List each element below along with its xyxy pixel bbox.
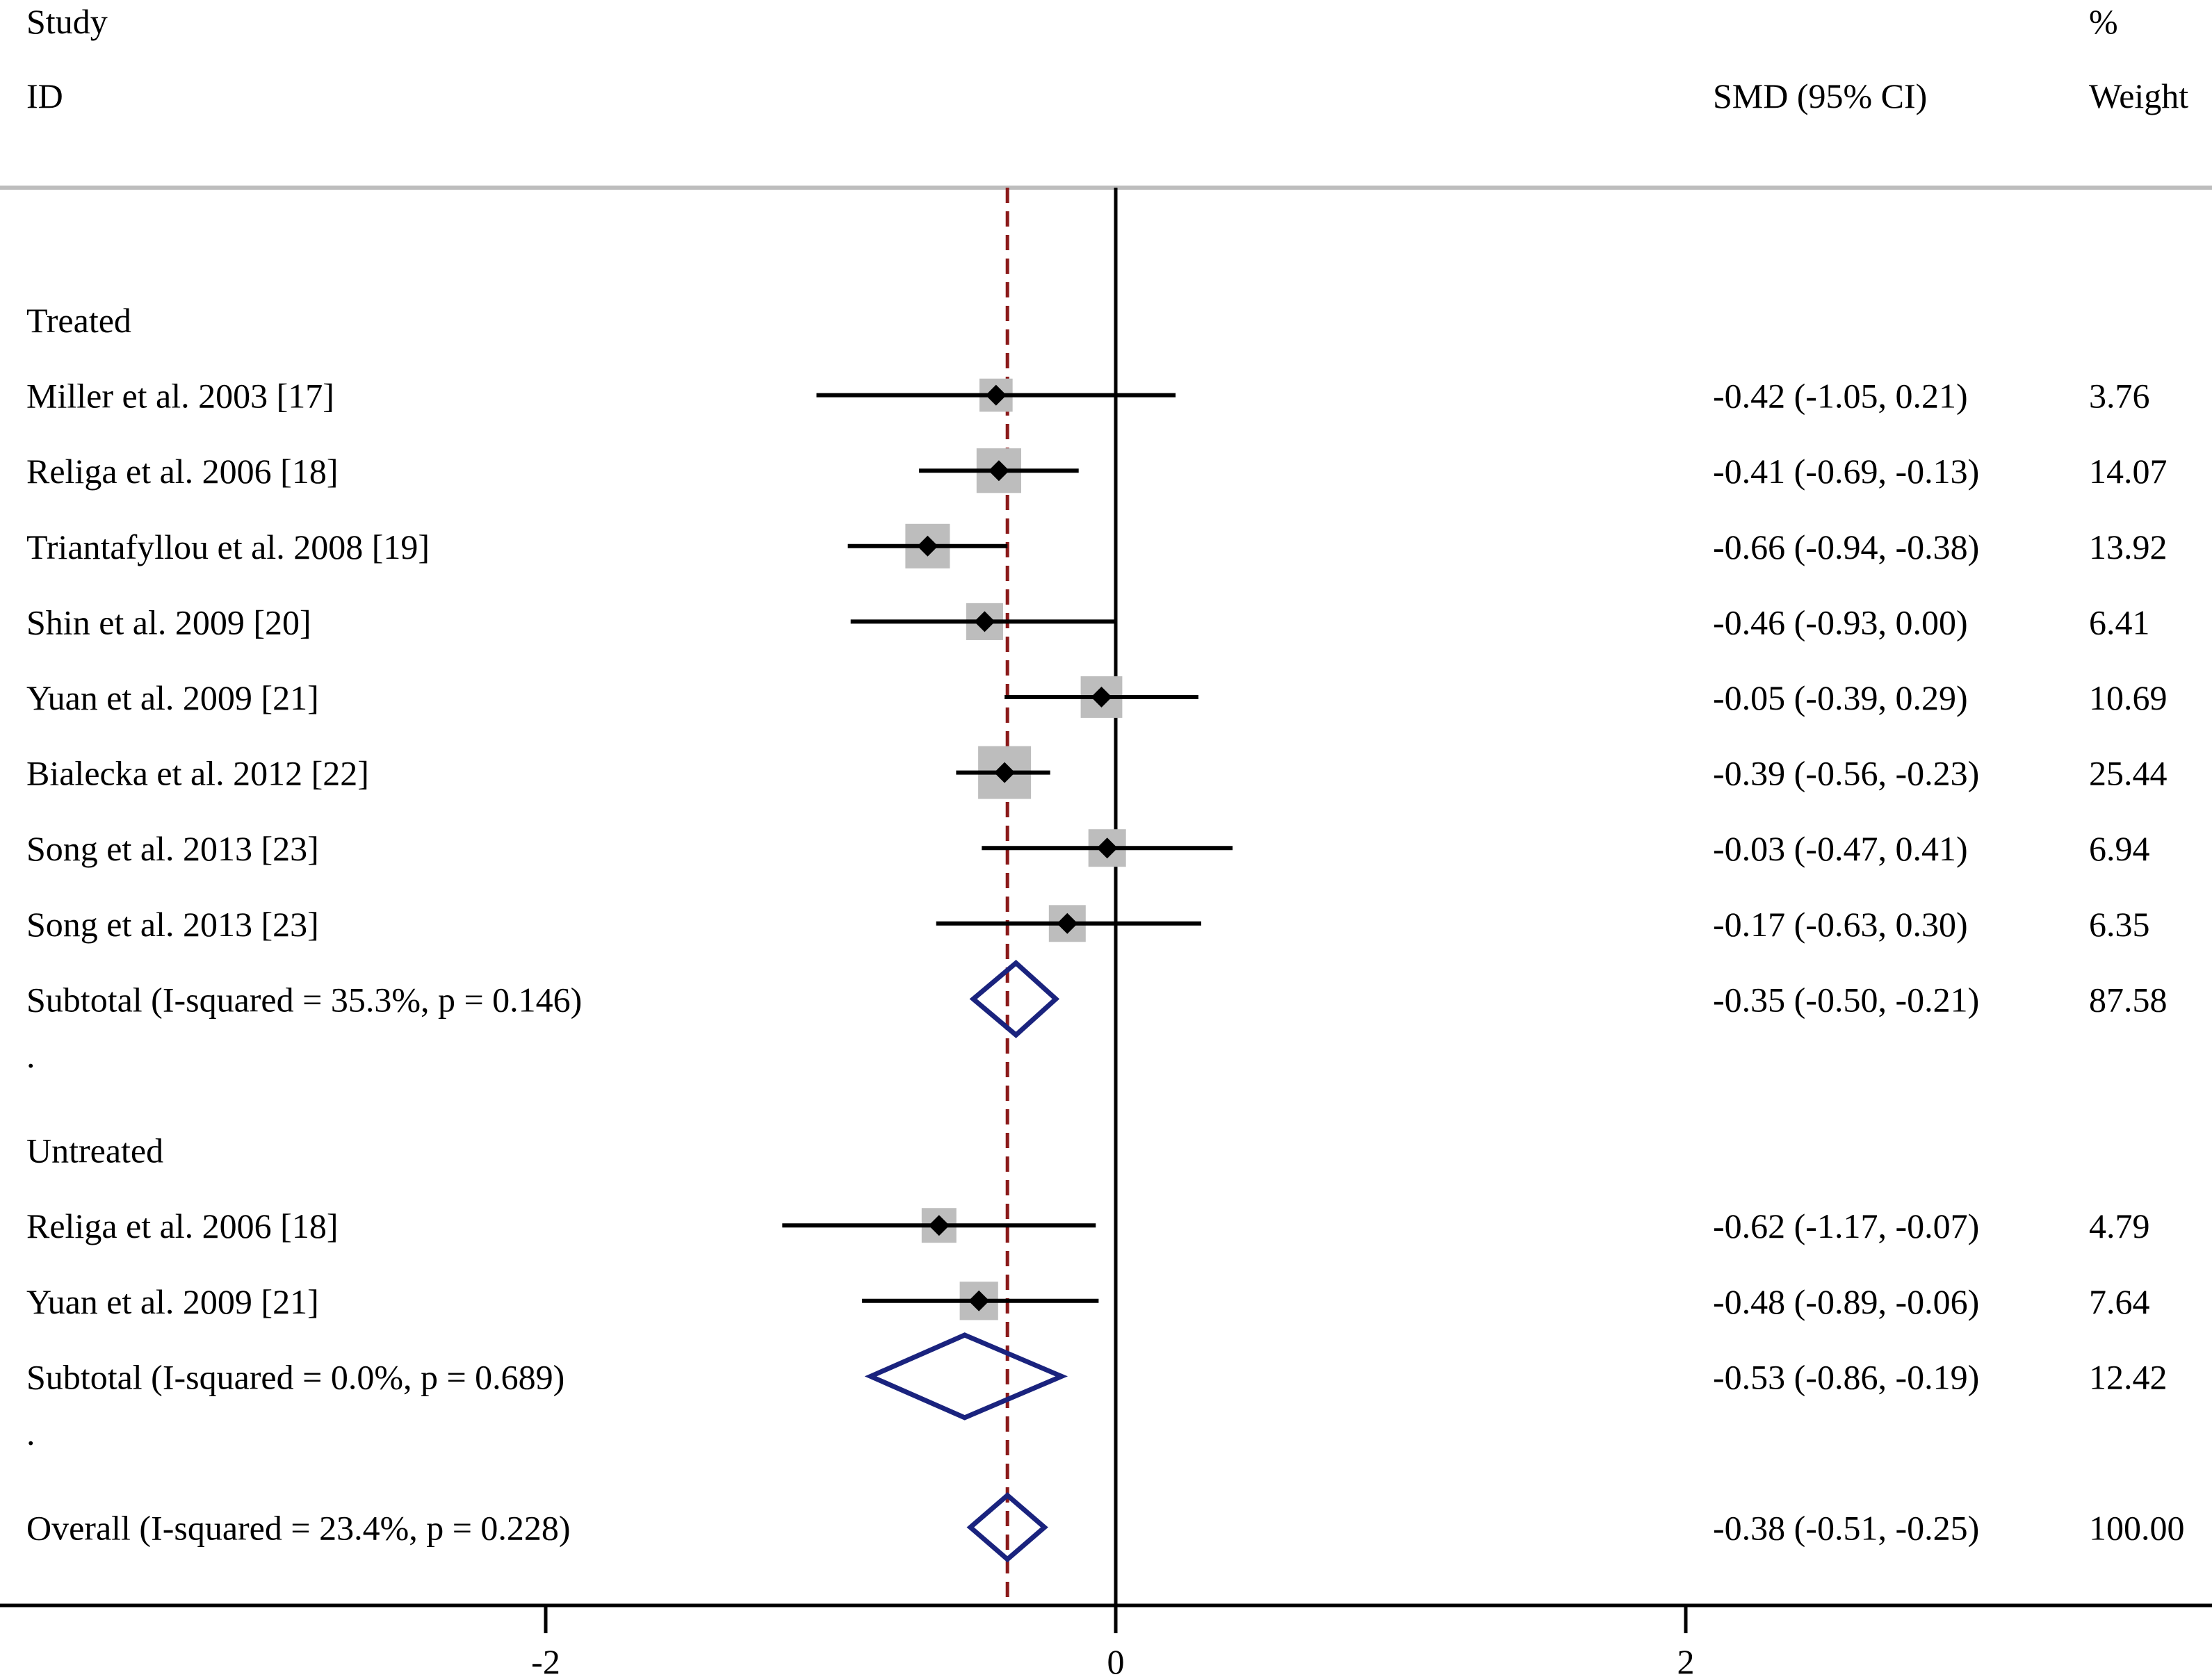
effect-ci-text: -0.17 (-0.63, 0.30) [1713, 905, 1968, 944]
row-label: Miller et al. 2003 [17] [26, 377, 334, 416]
row-label: Yuan et al. 2009 [21] [26, 1282, 319, 1321]
forest-row-study: Song et al. 2013 [23] -0.03 (-0.47, 0.41)… [26, 829, 2150, 868]
point-estimate [968, 1290, 990, 1311]
effect-ci-text: -0.53 (-0.86, -0.19) [1713, 1357, 1979, 1396]
plot-layer [1005, 188, 1118, 1605]
forest-row-study: Bialecka et al. 2012 [22] -0.39 (-0.56, -… [26, 746, 2168, 799]
forest-row-spacer: . [26, 1414, 35, 1453]
effect-ci-text: -0.05 (-0.39, 0.29) [1713, 678, 1968, 717]
weight-text: 13.92 [2089, 527, 2168, 566]
weight-text: 6.94 [2089, 829, 2150, 868]
header-effect: SMD (95% CI) [1713, 76, 1927, 115]
effect-ci-text: -0.62 (-1.17, -0.07) [1713, 1206, 1979, 1245]
point-estimate [988, 460, 1009, 482]
forest-row-subtotal: Subtotal (I-squared = 0.0%, p = 0.689) -0… [26, 1332, 2168, 1421]
weight-text: 25.44 [2089, 754, 2168, 793]
point-estimate [994, 762, 1016, 783]
row-label: Subtotal (I-squared = 0.0%, p = 0.689) [26, 1357, 564, 1396]
pooled-diamond [966, 1491, 1048, 1563]
forest-row-group: Treated [26, 301, 131, 340]
weight-text: 14.07 [2089, 452, 2168, 491]
weight-text: 10.69 [2089, 678, 2168, 717]
effect-ci-text: -0.39 (-0.56, -0.23) [1713, 754, 1979, 793]
header-weight: Weight [2089, 76, 2188, 115]
point-estimate [985, 384, 1007, 406]
header-id: ID [26, 76, 63, 115]
row-label: Song et al. 2013 [23] [26, 905, 319, 944]
effect-ci-text: -0.46 (-0.93, 0.00) [1713, 603, 1968, 641]
row-label: Untreated [26, 1131, 163, 1170]
row-label: Subtotal (I-squared = 35.3%, p = 0.146) [26, 980, 582, 1019]
header-weight-percent: % [2089, 2, 2118, 41]
pooled-diamond [969, 959, 1060, 1038]
forest-row-overall: Overall (I-squared = 23.4%, p = 0.228) -0… [26, 1491, 2185, 1563]
pooled-diamond [864, 1332, 1068, 1421]
weight-text: 87.58 [2089, 980, 2168, 1019]
forest-row-study: Triantafyllou et al. 2008 [19] -0.66 (-0.… [26, 523, 2168, 568]
forest-row-study: Yuan et al. 2009 [21] -0.05 (-0.39, 0.29)… [26, 676, 2168, 718]
forest-row-study: Miller et al. 2003 [17] -0.42 (-1.05, 0.2… [26, 377, 2150, 416]
weight-text: 7.64 [2089, 1282, 2150, 1321]
forest-row-study: Yuan et al. 2009 [21] -0.48 (-0.89, -0.06… [26, 1282, 2150, 1321]
header-study: Study [26, 2, 108, 41]
row-label: Shin et al. 2009 [20] [26, 603, 311, 641]
effect-ci-text: -0.35 (-0.50, -0.21) [1713, 980, 1979, 1019]
point-estimate [974, 611, 995, 632]
row-label: Religa et al. 2006 [18] [26, 1206, 339, 1245]
forest-row-group: Untreated [26, 1131, 163, 1170]
point-estimate [928, 1215, 950, 1236]
row-label: Bialecka et al. 2012 [22] [26, 754, 369, 793]
effect-ci-text: -0.38 (-0.51, -0.25) [1713, 1509, 1979, 1548]
forest-row-study: Religa et al. 2006 [18] -0.62 (-1.17, -0.… [26, 1206, 2150, 1245]
row-label: Yuan et al. 2009 [21] [26, 678, 319, 717]
effect-ci-text: -0.48 (-0.89, -0.06) [1713, 1282, 1979, 1321]
forest-row-study: Shin et al. 2009 [20] -0.46 (-0.93, 0.00)… [26, 603, 2150, 641]
x-axis: -2 0 2 [0, 1603, 2212, 1677]
point-estimate [917, 535, 938, 557]
row-label: Overall (I-squared = 23.4%, p = 0.228) [26, 1509, 571, 1548]
weight-text: 4.79 [2089, 1206, 2150, 1245]
row-label: Triantafyllou et al. 2008 [19] [26, 527, 430, 566]
row-label: Religa et al. 2006 [18] [26, 452, 339, 491]
forest-row-subtotal: Subtotal (I-squared = 35.3%, p = 0.146) -… [26, 959, 2168, 1038]
forest-row-spacer: . [26, 1036, 35, 1075]
weight-text: 3.76 [2089, 377, 2150, 416]
effect-ci-text: -0.66 (-0.94, -0.38) [1713, 527, 1979, 566]
x-tick-label: 0 [1107, 1642, 1125, 1677]
x-tick-label: 2 [1677, 1642, 1695, 1677]
rows-layer: Treated Miller et al. 2003 [17] -0.42 (-1.… [26, 301, 2185, 1563]
point-estimate [1096, 837, 1118, 859]
point-estimate [1091, 687, 1112, 707]
point-estimate [1057, 913, 1078, 934]
x-tick-label: -2 [531, 1642, 560, 1677]
weight-text: 12.42 [2089, 1357, 2168, 1396]
row-label: . [26, 1036, 35, 1075]
effect-ci-text: -0.42 (-1.05, 0.21) [1713, 377, 1968, 416]
weight-text: 6.35 [2089, 905, 2150, 944]
weight-text: 6.41 [2089, 603, 2150, 641]
row-label: Treated [26, 301, 131, 340]
effect-ci-text: -0.41 (-0.69, -0.13) [1713, 452, 1979, 491]
forest-row-study: Song et al. 2013 [23] -0.17 (-0.63, 0.30)… [26, 905, 2150, 944]
row-label: . [26, 1414, 35, 1453]
forest-row-study: Religa et al. 2006 [18] -0.41 (-0.69, -0.… [26, 448, 2168, 493]
row-label: Song et al. 2013 [23] [26, 829, 319, 868]
effect-ci-text: -0.03 (-0.47, 0.41) [1713, 829, 1968, 868]
weight-text: 100.00 [2089, 1509, 2185, 1548]
